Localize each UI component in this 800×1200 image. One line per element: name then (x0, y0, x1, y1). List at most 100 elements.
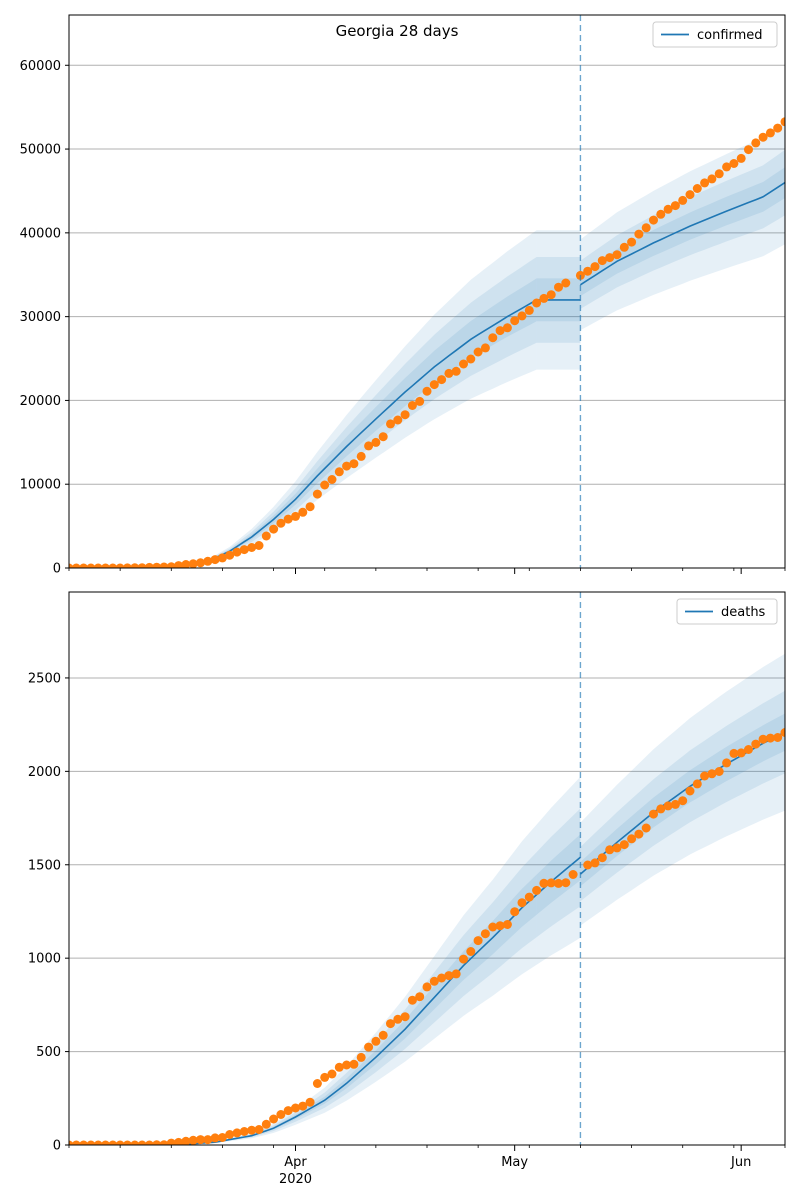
observed-point (524, 305, 534, 315)
observed-point (210, 555, 220, 565)
observed-point (232, 547, 242, 557)
observed-point (291, 1103, 300, 1113)
observed-point (627, 237, 637, 247)
observed-point (670, 799, 680, 809)
observed-point (758, 734, 768, 744)
observed-point (283, 1106, 293, 1116)
observed-point (736, 748, 746, 758)
legend: confirmed (652, 21, 778, 48)
observed-point (422, 386, 432, 396)
forecast-uncertainty-band (580, 120, 785, 331)
fit-tail-model-line (536, 856, 581, 896)
observed-point (765, 128, 775, 138)
observed-point (641, 223, 651, 233)
observed-point (656, 804, 666, 814)
observed-point (714, 767, 724, 776)
observed-point (393, 415, 403, 425)
observed-point (649, 809, 658, 819)
observed-point (685, 190, 695, 200)
observed-point (773, 733, 783, 742)
observed-point (327, 1069, 337, 1079)
observed-point (261, 1119, 271, 1129)
observed-point (590, 262, 600, 272)
observed-point (232, 1128, 242, 1138)
observed-point (349, 1059, 359, 1069)
observed-point (429, 976, 439, 986)
observed-point (320, 1072, 330, 1082)
observed-point (79, 563, 89, 568)
observed-point (634, 229, 644, 239)
observed-point (758, 132, 768, 142)
observed-point (605, 845, 615, 855)
observed-point (122, 563, 132, 568)
observed-point (612, 250, 622, 260)
observed-point (312, 489, 322, 499)
y-tick-label: 10000 (20, 478, 61, 493)
observed-point (554, 282, 563, 292)
observed-point (729, 159, 739, 168)
observed-point (517, 898, 527, 908)
observed-point (159, 562, 169, 568)
observed-point (159, 1140, 169, 1145)
observed-point (291, 511, 300, 521)
observed-point (619, 840, 629, 850)
observed-point (444, 971, 454, 981)
observed-point (79, 1140, 89, 1145)
observed-point (188, 559, 198, 568)
observed-point (429, 380, 439, 390)
observed-point (356, 451, 366, 461)
observed-point (269, 1114, 279, 1124)
observed-point (254, 1125, 264, 1134)
legend-label: confirmed (697, 28, 763, 43)
observed-point (707, 174, 717, 184)
observed-point (239, 1127, 249, 1136)
observed-point (334, 467, 344, 477)
observed-point (444, 368, 454, 378)
observed-point (152, 1140, 162, 1145)
observed-point (217, 553, 227, 563)
observed-point (773, 123, 783, 133)
observed-point (437, 375, 447, 385)
observed-point (524, 892, 534, 902)
observed-point (276, 518, 286, 528)
observed-point (393, 1014, 403, 1024)
observed-point (583, 266, 593, 276)
y-tick-label: 500 (36, 1045, 61, 1060)
y-tick-label: 1000 (28, 952, 61, 967)
observed-point (305, 1097, 315, 1107)
forecast-model-line (579, 181, 785, 286)
observed-point (480, 929, 490, 939)
observed-point (656, 209, 666, 219)
observed-point (188, 1135, 198, 1145)
observed-point (196, 1135, 205, 1145)
observed-point (502, 920, 512, 929)
observed-point (298, 1101, 308, 1111)
observed-point (407, 401, 417, 410)
observed-point (327, 475, 337, 484)
observed-point (217, 1133, 227, 1142)
observed-point (71, 563, 81, 568)
observed-point (320, 480, 330, 490)
observed-point (744, 145, 753, 155)
observed-point (101, 1140, 110, 1145)
observed-point (546, 290, 556, 300)
observed-point (692, 779, 702, 789)
observed-point (729, 748, 739, 758)
observed-point (93, 563, 103, 568)
chart-title: Georgia 28 days (336, 22, 459, 40)
observed-point (634, 829, 644, 839)
observed-point (247, 1125, 257, 1135)
fit-uncertainty-band (69, 824, 537, 1145)
observed-point (115, 1140, 125, 1145)
observed-point (356, 1052, 366, 1062)
fit-tail-uncertainty-band (536, 776, 581, 965)
observed-point (744, 745, 753, 754)
observed-point (751, 739, 761, 749)
observed-point (181, 1136, 191, 1145)
observed-point (349, 459, 359, 469)
observed-point (473, 347, 483, 357)
observed-point (415, 992, 425, 1002)
observed-point (539, 293, 549, 303)
fit-uncertainty-band (69, 852, 537, 1145)
y-tick-label: 0 (53, 1139, 61, 1154)
